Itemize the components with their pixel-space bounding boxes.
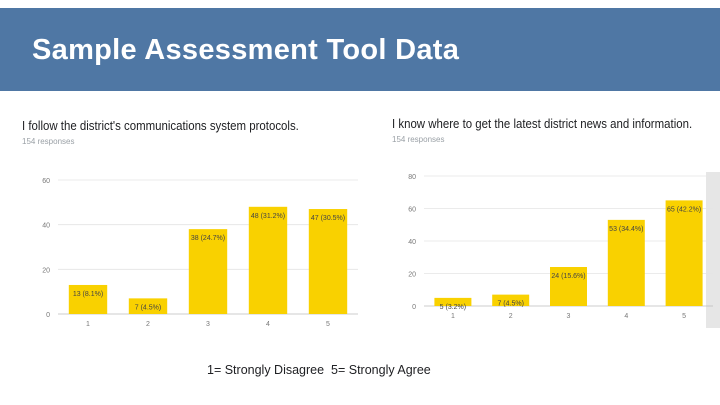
y-tick-label: 40: [408, 239, 416, 246]
bar: [665, 200, 703, 306]
y-tick-label: 0: [46, 312, 50, 319]
bar: [128, 298, 168, 314]
chart-subtitle: 154 responses: [392, 135, 445, 144]
x-tick-label: 1: [86, 321, 90, 328]
x-tick-label: 4: [266, 321, 270, 328]
chart-subtitle: 154 responses: [22, 137, 75, 146]
x-tick-label: 5: [326, 321, 330, 328]
bar-chart-news: 0 20 40 60 80 5 (3.2%) 1 7 (4.5%) 2 24 (15.6%) 3 53…: [408, 174, 713, 320]
bar: [188, 229, 228, 314]
data-label: 48 (31.2%): [251, 213, 285, 220]
scale-footnote: 1= Strongly Disagree 5= Strongly Agree: [207, 363, 431, 377]
y-tick-label: 40: [42, 223, 50, 230]
x-tick-label: 3: [206, 321, 210, 328]
bar: [248, 206, 288, 314]
y-tick-label: 60: [408, 207, 416, 214]
bar: [434, 297, 472, 306]
data-label: 53 (34.4%): [609, 226, 643, 233]
y-tick-label: 80: [408, 174, 416, 181]
data-label: 13 (8.1%): [73, 291, 103, 298]
data-label: 38 (24.7%): [191, 235, 225, 242]
x-tick-label: 1: [451, 313, 455, 320]
x-tick-label: 4: [624, 313, 628, 320]
chart-title: I follow the district's communications s…: [22, 118, 299, 133]
data-label: 24 (15.6%): [551, 273, 585, 280]
bar: [492, 294, 530, 306]
chart-panel-protocols: I follow the district's communications s…: [18, 112, 368, 332]
panel-shadow: [706, 172, 720, 328]
y-tick-label: 60: [42, 178, 50, 185]
data-label: 7 (4.5%): [497, 301, 523, 308]
x-tick-label: 2: [146, 321, 150, 328]
bar: [308, 209, 348, 314]
bar: [68, 284, 108, 314]
x-tick-label: 3: [567, 313, 571, 320]
bar-chart-protocols: 0 20 40 60 13 (8.1%) 1 7 (4.5%) 2 38 (24.7%) 3 48 …: [42, 178, 358, 328]
data-label: 47 (30.5%): [311, 215, 345, 222]
bar: [550, 267, 587, 306]
data-label: 5 (3.2%): [440, 304, 466, 311]
title-bar: Sample Assessment Tool Data: [0, 8, 720, 91]
x-tick-label: 5: [682, 313, 686, 320]
x-tick-label: 2: [509, 313, 513, 320]
bar: [607, 219, 645, 306]
top-band: [0, 0, 720, 8]
y-tick-label: 0: [412, 304, 416, 311]
y-tick-label: 20: [408, 272, 416, 279]
chart-title: I know where to get the latest district …: [392, 116, 693, 131]
chart-panel-news: I know where to get the latest district …: [388, 110, 720, 332]
y-tick-label: 20: [42, 267, 50, 274]
slide-title: Sample Assessment Tool Data: [32, 34, 460, 66]
data-label: 7 (4.5%): [135, 304, 161, 311]
data-label: 65 (42.2%): [667, 206, 701, 213]
